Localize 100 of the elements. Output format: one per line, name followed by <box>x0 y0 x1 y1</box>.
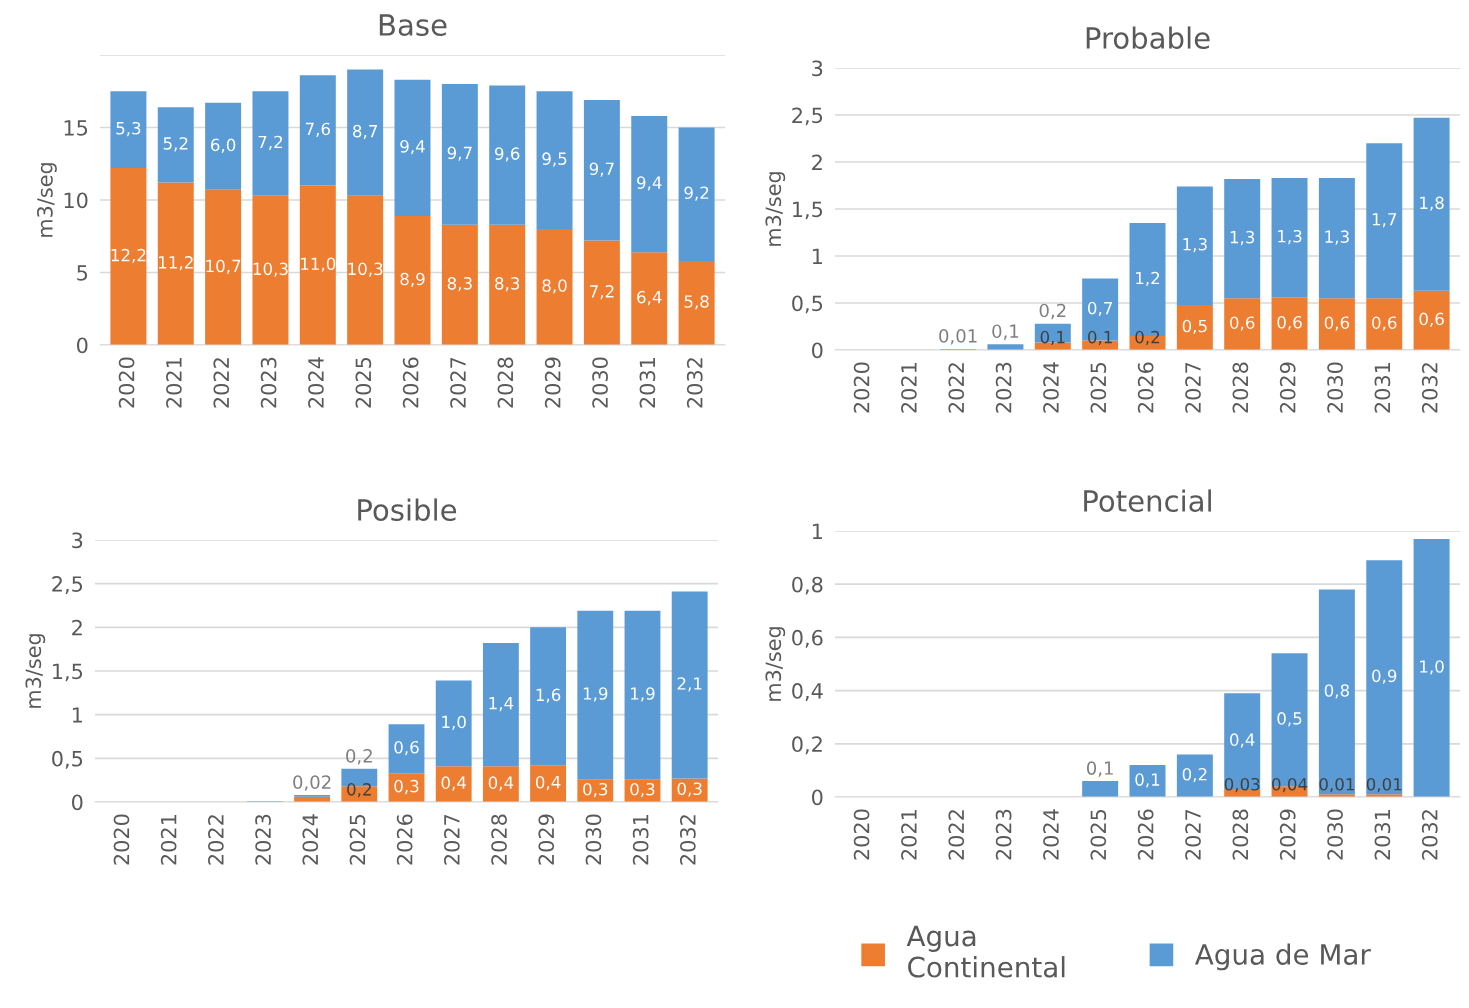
data-label: 9,7 <box>589 162 614 177</box>
y-axis-title: m3/seg <box>37 163 57 237</box>
y-tick-label: 3 <box>72 532 83 549</box>
data-label: 1,9 <box>583 687 608 702</box>
y-tick-label: 0,8 <box>792 576 823 595</box>
y-tick-label: 1 <box>72 707 82 723</box>
data-label: 0,4 <box>488 776 514 791</box>
x-tick-label: 2029 <box>538 814 555 865</box>
data-label: 0,3 <box>677 782 702 797</box>
data-label: 1,6 <box>536 688 561 703</box>
data-label: 5,3 <box>116 121 141 137</box>
x-tick-label: 2026 <box>396 814 413 865</box>
x-tick-label: 2029 <box>1279 809 1296 860</box>
x-tick-label: 2029 <box>1279 362 1296 413</box>
x-tick-label: 2020 <box>853 362 870 413</box>
data-label: 1,9 <box>631 687 655 702</box>
y-axis-title: m3/seg <box>25 634 46 708</box>
data-label: 9,2 <box>684 186 709 201</box>
x-tick-label: 2026 <box>1137 809 1154 860</box>
x-tick-label: 2031 <box>1374 363 1391 413</box>
x-tick-label: 2031 <box>639 358 656 408</box>
chart-title: Potencial <box>1084 489 1211 512</box>
x-tick-label: 2024 <box>1043 809 1059 860</box>
data-label: 8,3 <box>495 277 520 292</box>
data-label: 0,01 <box>939 329 977 345</box>
x-tick-label: 2021 <box>901 810 917 860</box>
data-label: 9,4 <box>400 140 425 155</box>
x-tick-label: 2030 <box>1327 362 1343 413</box>
data-label: 0,1 <box>1040 330 1065 346</box>
data-label: 10,7 <box>206 259 241 274</box>
data-label: 8,0 <box>542 279 567 294</box>
y-tick-label: 2 <box>812 154 822 170</box>
data-label: 11,2 <box>159 256 193 271</box>
x-tick-label: 2032 <box>1421 363 1438 413</box>
x-tick-label: 2031 <box>1374 810 1391 860</box>
data-label: 1,3 <box>1325 230 1349 245</box>
y-tick-label: 1,5 <box>793 201 823 220</box>
data-label: 0,6 <box>1324 316 1350 331</box>
y-tick-label: 1,5 <box>53 663 83 682</box>
y-tick-label: 2,5 <box>792 107 823 126</box>
data-label: 2,1 <box>677 677 702 692</box>
data-label: 0,8 <box>1324 684 1350 699</box>
x-tick-label: 2028 <box>1232 809 1249 860</box>
x-tick-label: 2028 <box>1232 362 1249 413</box>
data-label: 0,2 <box>347 783 371 798</box>
x-tick-label: 2025 <box>349 814 366 865</box>
x-tick-label: 2025 <box>1090 362 1107 413</box>
y-tick-label: 0,2 <box>792 736 822 755</box>
data-label: 6,4 <box>637 290 662 306</box>
data-label: 0,6 <box>1372 316 1397 331</box>
data-label: 0,7 <box>1088 301 1112 317</box>
data-label: 5,8 <box>684 295 709 310</box>
x-tick-label: 2027 <box>443 814 460 865</box>
data-label: 7,6 <box>305 122 331 137</box>
x-tick-label: 2030 <box>592 357 608 408</box>
data-label: 1,0 <box>442 715 466 730</box>
data-label: 0,01 <box>1319 777 1354 793</box>
y-tick-label: 2 <box>72 619 82 636</box>
y-tick-label: 15 <box>64 120 88 136</box>
y-tick-label: 2,5 <box>52 576 83 594</box>
data-label: 1,2 <box>1136 271 1160 287</box>
data-label: 0,1 <box>1086 761 1113 777</box>
x-tick-label: 2032 <box>686 358 703 408</box>
x-tick-label: 2020 <box>113 814 130 865</box>
y-tick-label: 0 <box>72 794 83 811</box>
y-tick-label: 0,4 <box>792 683 823 701</box>
x-tick-label: 2024 <box>308 357 324 408</box>
x-tick-label: 2021 <box>160 815 177 865</box>
data-label: 0,4 <box>535 775 561 791</box>
data-label: 0,1 <box>1135 773 1160 788</box>
chart-title: Posible <box>358 498 457 521</box>
x-tick-label: 2032 <box>1421 810 1438 860</box>
data-label: 8,3 <box>447 277 472 292</box>
x-tick-label: 2027 <box>1185 362 1201 413</box>
chart-title: Probable <box>1086 26 1210 49</box>
data-label: 1,4 <box>489 697 514 712</box>
y-tick-label: 0 <box>812 789 823 806</box>
data-label: 7,2 <box>258 135 283 150</box>
x-tick-label: 2032 <box>679 815 696 865</box>
x-tick-label: 2023 <box>260 357 277 408</box>
x-tick-label: 2030 <box>1327 809 1343 860</box>
data-label: 1,7 <box>1372 213 1397 228</box>
x-tick-label: 2023 <box>995 809 1012 860</box>
x-tick-label: 2031 <box>632 815 649 865</box>
y-axis-title: m3/seg <box>765 627 786 701</box>
data-label: 8,9 <box>400 272 425 288</box>
data-label: 0,2 <box>346 749 372 765</box>
y-tick-label: 10 <box>64 192 88 209</box>
data-label: 7,2 <box>590 285 614 300</box>
x-tick-label: 2026 <box>402 357 419 408</box>
x-tick-label: 2027 <box>450 357 466 408</box>
x-tick-label: 2030 <box>585 814 602 865</box>
chart-title: Base <box>379 14 447 36</box>
y-tick-label: 3 <box>812 60 823 77</box>
data-label: 9,4 <box>637 176 662 191</box>
data-label: 1,8 <box>1420 196 1444 211</box>
x-tick-label: 2022 <box>213 358 230 408</box>
data-label: 0,2 <box>1182 767 1207 783</box>
data-label: 6,0 <box>211 138 236 153</box>
y-tick-label: 0 <box>812 342 823 359</box>
